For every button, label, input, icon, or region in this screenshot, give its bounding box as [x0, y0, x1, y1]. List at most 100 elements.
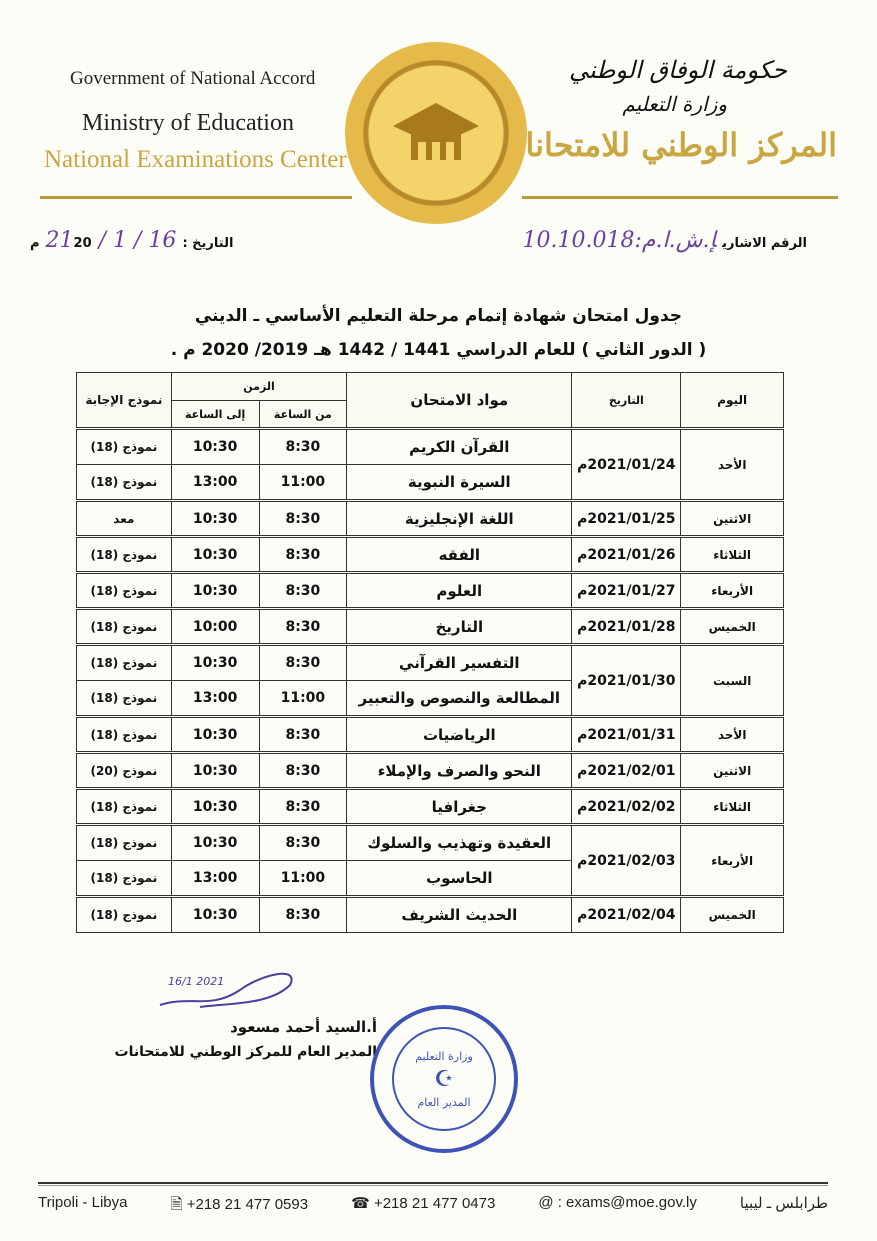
reference-number: الرقم الاشاريإ.ش.ا.م:10.10.018: [522, 228, 807, 253]
table-row: الأربعاء 2021/02/03م العقيدة وتهذيب والسلو…: [76, 823, 784, 897]
header-time: الزمن: [170, 372, 348, 401]
fax-icon: 🗎: [170, 1196, 187, 1213]
answer-model-cell: نموذج (18): [76, 715, 172, 753]
from-time-cell: 8:30: [258, 427, 348, 465]
day-cell: الثلاثاء: [680, 535, 784, 573]
from-time-cell: 8:30: [258, 643, 348, 681]
table-row: الاثنين 2021/01/25م اللغة الإنجليزية 8:30 10…: [76, 499, 784, 537]
answer-model-cell: نموذج (18): [76, 571, 172, 609]
to-time-cell: 10:30: [170, 823, 260, 861]
day-cell: الأحد: [680, 427, 784, 501]
day-cell: الخميس: [680, 607, 784, 645]
from-time-cell: 8:30: [258, 715, 348, 753]
date-cell: 2021/01/28م: [571, 607, 682, 645]
subject-cell: العقيدة وتهذيب والسلوك: [346, 823, 573, 861]
subject-cell: القرآن الكريم: [346, 427, 573, 465]
day-cell: الأربعاء: [680, 823, 784, 897]
exam-schedule-table: اليوم التاريخ مواد الامتحان الزمن نموذج …: [76, 372, 784, 933]
gov-name-en: Government of National Accord: [70, 68, 316, 89]
to-time-cell: 13:00: [170, 464, 260, 501]
signatory-name: أ.السيد أحمد مسعود: [230, 1018, 377, 1036]
document-date: التاريخ :16 / 1 / 2120م: [30, 228, 234, 253]
gov-name-ar: حكومة الوفاق الوطني: [569, 56, 787, 84]
subject-cell: السيرة النبوية: [346, 464, 573, 501]
phone-icon: ☎: [351, 1195, 374, 1212]
page-title: جدول امتحان شهادة إتمام مرحلة التعليم ال…: [194, 306, 683, 326]
svg-text:16/1 2021: 16/1 2021: [168, 975, 224, 988]
to-time-cell: 10:30: [170, 751, 260, 789]
to-time-cell: 13:00: [170, 860, 260, 897]
header-date: التاريخ: [571, 372, 682, 429]
day-cell: الأربعاء: [680, 571, 784, 609]
day-cell: الاثنين: [680, 499, 784, 537]
center-name-ar: المركز الوطني للامتحانات: [495, 126, 837, 164]
answer-model-cell: نموذج (18): [76, 427, 172, 465]
date-cell: 2021/02/03م: [571, 823, 682, 897]
date-cell: 2021/02/02م: [571, 787, 682, 825]
from-time-cell: 8:30: [258, 823, 348, 861]
date-cell: 2021/01/30م: [571, 643, 682, 717]
day-cell: الأحد: [680, 715, 784, 753]
table-row: الاثنين 2021/02/01م النحو والصرف والإملاء 8…: [76, 751, 784, 789]
from-time-cell: 8:30: [258, 571, 348, 609]
footer-divider: [38, 1182, 828, 1186]
page-subtitle: ( الدور الثاني ) للعام الدراسي 1441 / 14…: [170, 340, 707, 360]
table-row: الأربعاء 2021/01/27م العلوم 8:30 10:30 نموذج …: [76, 571, 784, 609]
date-cell: 2021/01/31م: [571, 715, 682, 753]
stamp-text: وزارة التعليم: [415, 1049, 473, 1063]
date-cell: 2021/01/25م: [571, 499, 682, 537]
official-stamp: وزارة التعليم ☪ المدير العام: [370, 1005, 518, 1153]
table-row: السبت 2021/01/30م التفسير القرآني 8:30 10:30…: [76, 643, 784, 717]
header-subject: مواد الامتحان: [346, 372, 573, 429]
stamp-text: المدير العام: [417, 1095, 471, 1109]
date-cell: 2021/01/24م: [571, 427, 682, 501]
to-time-cell: 10:30: [170, 643, 260, 681]
handwritten-signature: 16/1 2021: [159, 972, 293, 1008]
answer-model-cell: نموذج (18): [76, 643, 172, 681]
subject-cell: جغرافيا: [346, 787, 573, 825]
table-row: الأحد 2021/01/24م القرآن الكريم 8:30 10:30 نم…: [76, 427, 784, 501]
subject-cell: الحاسوب: [346, 860, 573, 897]
crescent-star-icon: ☪: [434, 1066, 454, 1092]
graduation-cap-icon: [393, 103, 479, 160]
center-name-en: National Examinations Center: [44, 146, 347, 173]
answer-model-cell: معد: [76, 499, 172, 537]
answer-model-cell: نموذج (18): [76, 535, 172, 573]
day-cell: الخميس: [680, 895, 784, 933]
table-row: الثلاثاء 2021/01/26م الفقه 8:30 10:30 نموذج (…: [76, 535, 784, 573]
date-cell: 2021/02/01م: [571, 751, 682, 789]
footer: Tripoli - Libya 🗎 +218 21 477 0593 ☎ +21…: [38, 1194, 828, 1219]
ministry-name-en: Ministry of Education: [82, 110, 294, 136]
from-time-cell: 11:00: [258, 464, 348, 501]
header-day: اليوم: [680, 372, 784, 429]
answer-model-cell: نموذج (18): [76, 823, 172, 861]
subject-cell: العلوم: [346, 571, 573, 609]
city-ar: طرابلس ـ ليبيا: [739, 1195, 828, 1212]
answer-model-cell: نموذج (18): [76, 895, 172, 933]
subject-cell: الفقه: [346, 535, 573, 573]
subject-cell: النحو والصرف والإملاء: [346, 751, 573, 789]
day-cell: الاثنين: [680, 751, 784, 789]
from-time-cell: 8:30: [258, 535, 348, 573]
header-model: نموذج الإجابة: [76, 372, 172, 429]
answer-model-cell: نموذج (18): [76, 787, 172, 825]
header-from: من الساعة: [258, 400, 348, 429]
answer-model-cell: نموذج (20): [76, 751, 172, 789]
from-time-cell: 8:30: [258, 499, 348, 537]
from-time-cell: 8:30: [258, 895, 348, 933]
table-row: الأحد 2021/01/31م الرياضيات 8:30 10:30 نموذج …: [76, 715, 784, 753]
day-cell: الثلاثاء: [680, 787, 784, 825]
to-time-cell: 10:30: [170, 787, 260, 825]
table-row: المطالعة والنصوص والتعبير 11:00 13:00 نموذج…: [76, 680, 784, 717]
subject-cell: الحديث الشريف: [346, 895, 573, 933]
answer-model-cell: نموذج (18): [76, 464, 172, 501]
to-time-cell: 13:00: [170, 680, 260, 717]
email: @ : exams@moe.gov.ly: [538, 1194, 697, 1211]
subject-cell: التاريخ: [346, 607, 573, 645]
to-time-cell: 10:30: [170, 499, 260, 537]
divider: [522, 196, 838, 199]
to-time-cell: 10:00: [170, 607, 260, 645]
subject-cell: اللغة الإنجليزية: [346, 499, 573, 537]
header-to: إلى الساعة: [170, 400, 260, 429]
from-time-cell: 8:30: [258, 787, 348, 825]
